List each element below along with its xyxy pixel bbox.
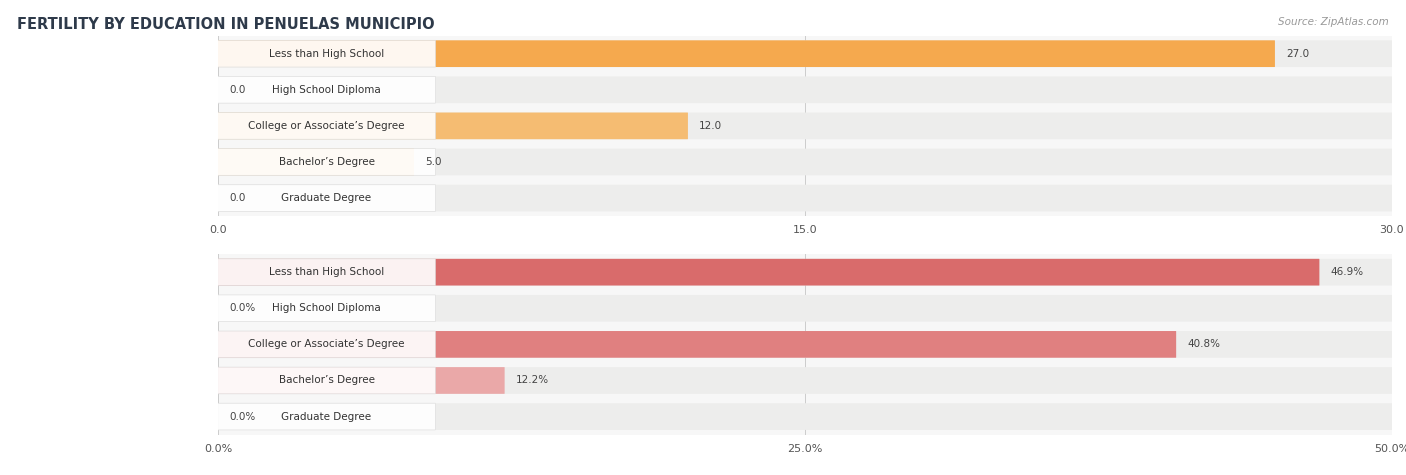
FancyBboxPatch shape: [218, 149, 1392, 175]
FancyBboxPatch shape: [218, 367, 1392, 394]
Text: Bachelor’s Degree: Bachelor’s Degree: [278, 157, 374, 167]
FancyBboxPatch shape: [218, 149, 436, 175]
FancyBboxPatch shape: [218, 295, 436, 322]
FancyBboxPatch shape: [218, 331, 1177, 358]
FancyBboxPatch shape: [218, 295, 1392, 322]
FancyBboxPatch shape: [218, 367, 436, 394]
Text: 12.0: 12.0: [699, 121, 723, 131]
Text: 46.9%: 46.9%: [1331, 267, 1364, 277]
FancyBboxPatch shape: [218, 259, 1319, 285]
FancyBboxPatch shape: [218, 76, 436, 103]
FancyBboxPatch shape: [218, 331, 436, 358]
FancyBboxPatch shape: [218, 113, 436, 139]
Text: Less than High School: Less than High School: [269, 267, 384, 277]
FancyBboxPatch shape: [218, 259, 1392, 285]
Text: 0.0%: 0.0%: [229, 411, 256, 422]
FancyBboxPatch shape: [218, 185, 436, 211]
Text: 0.0: 0.0: [229, 193, 246, 203]
FancyBboxPatch shape: [218, 113, 1392, 139]
FancyBboxPatch shape: [218, 367, 505, 394]
FancyBboxPatch shape: [218, 76, 1392, 103]
Text: 12.2%: 12.2%: [516, 375, 550, 386]
FancyBboxPatch shape: [218, 403, 1392, 430]
Text: High School Diploma: High School Diploma: [273, 85, 381, 95]
FancyBboxPatch shape: [218, 40, 1275, 67]
FancyBboxPatch shape: [218, 40, 1392, 67]
FancyBboxPatch shape: [218, 113, 688, 139]
Text: 0.0%: 0.0%: [229, 303, 256, 314]
FancyBboxPatch shape: [218, 403, 436, 430]
FancyBboxPatch shape: [218, 149, 413, 175]
Text: 27.0: 27.0: [1286, 48, 1309, 59]
Text: 40.8%: 40.8%: [1188, 339, 1220, 350]
Text: High School Diploma: High School Diploma: [273, 303, 381, 314]
Text: FERTILITY BY EDUCATION IN PENUELAS MUNICIPIO: FERTILITY BY EDUCATION IN PENUELAS MUNIC…: [17, 17, 434, 32]
Text: Source: ZipAtlas.com: Source: ZipAtlas.com: [1278, 17, 1389, 27]
FancyBboxPatch shape: [218, 331, 1392, 358]
Text: Graduate Degree: Graduate Degree: [281, 411, 371, 422]
FancyBboxPatch shape: [218, 40, 436, 67]
FancyBboxPatch shape: [218, 185, 1392, 211]
Text: Bachelor’s Degree: Bachelor’s Degree: [278, 375, 374, 386]
Text: 5.0: 5.0: [426, 157, 441, 167]
Text: College or Associate’s Degree: College or Associate’s Degree: [249, 121, 405, 131]
FancyBboxPatch shape: [218, 259, 436, 285]
Text: 0.0: 0.0: [229, 85, 246, 95]
Text: College or Associate’s Degree: College or Associate’s Degree: [249, 339, 405, 350]
Text: Less than High School: Less than High School: [269, 48, 384, 59]
Text: Graduate Degree: Graduate Degree: [281, 193, 371, 203]
